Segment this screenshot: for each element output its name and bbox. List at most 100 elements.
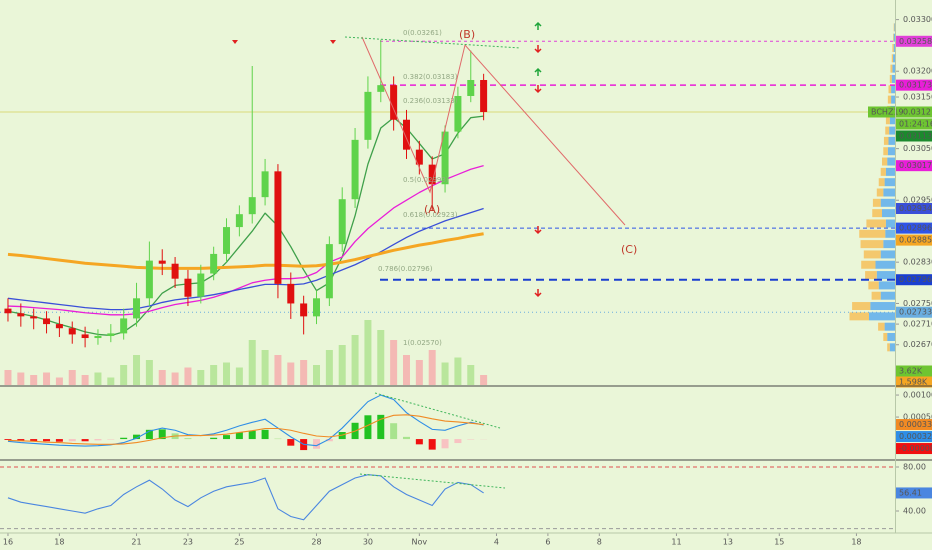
price-tag — [896, 306, 932, 318]
fib-label: 1(0.02570) — [403, 339, 442, 347]
candle-body — [338, 199, 346, 245]
trend-line — [374, 392, 501, 429]
candle-body — [120, 318, 128, 334]
histogram-bar — [68, 439, 76, 442]
price-tag-label: 0.02934 — [899, 204, 932, 213]
histogram-bar — [133, 434, 141, 440]
price-tag — [896, 118, 932, 130]
candle-body — [4, 308, 12, 314]
volume-bar — [197, 370, 205, 385]
profile-bar — [852, 302, 871, 311]
profile-bar — [883, 240, 895, 249]
y-tick-label: 80.00 — [903, 463, 926, 472]
profile-bar — [889, 126, 895, 135]
candle-body — [107, 333, 115, 336]
volume-bar — [364, 320, 372, 385]
candle-body — [68, 328, 76, 335]
volume-bar — [441, 362, 449, 385]
candle-body — [467, 79, 475, 96]
candle-body — [210, 253, 218, 274]
candle-body — [325, 244, 333, 299]
volume-bar — [428, 350, 436, 385]
histogram-bar — [145, 429, 153, 440]
histogram-bar — [81, 439, 89, 442]
candle-body — [235, 214, 243, 228]
price-tag-label: 0.03113 — [899, 131, 932, 140]
arrow-up — [534, 67, 542, 76]
candle-body — [81, 334, 89, 339]
profile-bar — [872, 209, 882, 218]
price-tag — [896, 443, 932, 455]
volume-bar — [107, 377, 115, 385]
volume-bar — [94, 372, 102, 385]
volume-bar — [43, 372, 51, 385]
histogram-bar — [454, 439, 462, 444]
volume-bar — [480, 375, 488, 385]
volume-bar — [17, 372, 25, 385]
histogram-bar — [120, 437, 128, 440]
profile-bar — [891, 54, 894, 63]
histogram-bar — [441, 439, 449, 449]
volume-bar — [454, 357, 462, 385]
price-tag — [896, 79, 932, 91]
arrow-down — [534, 226, 542, 235]
profile-bar — [885, 116, 890, 125]
profile-bar — [849, 312, 869, 321]
profile-bar — [893, 23, 895, 32]
candle-body — [274, 171, 282, 284]
x-tick-label: 11 — [671, 538, 681, 547]
fib-label: 0.382(0.03183) — [403, 73, 458, 81]
histogram-bar — [313, 439, 321, 449]
candle-body — [184, 278, 192, 297]
volume-bar — [120, 365, 128, 385]
candle-body — [454, 95, 462, 132]
x-tick-label: 15 — [774, 538, 784, 547]
x-tick-label: 21 — [131, 538, 141, 547]
fib-label: 0(0.03261) — [403, 29, 442, 37]
price-tag-label: -0.00000 — [899, 444, 932, 453]
price-tag-label: 56.41 — [899, 488, 922, 497]
profile-bar — [870, 302, 895, 311]
profile-bar — [875, 260, 895, 269]
profile-bar — [878, 322, 885, 331]
candle-body — [415, 149, 423, 165]
profile-bar — [887, 157, 895, 166]
profile-bar — [884, 178, 895, 187]
indicator-line — [7, 394, 484, 447]
candle-body — [145, 260, 153, 299]
profile-bar — [863, 250, 881, 259]
profile-bar — [883, 147, 888, 156]
price-tag — [896, 202, 932, 214]
price-tag — [896, 234, 932, 246]
profile-bar — [889, 74, 892, 83]
histogram-bar — [287, 439, 295, 446]
price-tag-label: 0.02885 — [899, 236, 932, 245]
candle-body — [364, 91, 372, 140]
histogram-bar — [17, 439, 25, 441]
price-tag — [896, 160, 932, 172]
price-tag-label: 0.03121 — [903, 107, 932, 116]
profile-bar — [866, 219, 886, 228]
arrow-down — [534, 45, 542, 54]
volume-bar — [158, 370, 166, 385]
price-tag-label: 0.00033 — [899, 420, 932, 429]
profile-bar — [888, 136, 895, 145]
histogram-bar — [364, 415, 372, 440]
volume-bar — [390, 340, 398, 385]
volume-bar — [235, 367, 243, 385]
price-tag — [896, 419, 932, 431]
volume-bar — [184, 367, 192, 385]
profile-bar — [889, 343, 895, 352]
profile-bar — [885, 126, 890, 135]
profile-bar — [878, 178, 885, 187]
arrow-down — [534, 289, 542, 298]
profile-bar — [891, 74, 895, 83]
volume-bar — [133, 355, 141, 385]
profile-bar — [885, 167, 895, 176]
candle-body — [158, 260, 166, 264]
histogram-bar — [261, 429, 269, 440]
volume-bar — [274, 355, 282, 385]
